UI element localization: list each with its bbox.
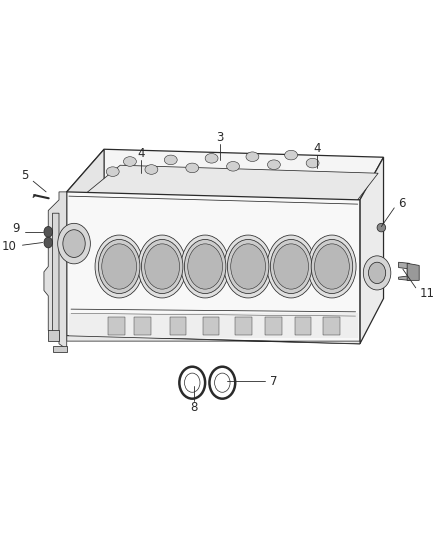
- Polygon shape: [69, 313, 358, 338]
- Ellipse shape: [145, 165, 158, 174]
- Polygon shape: [83, 165, 378, 204]
- Ellipse shape: [205, 154, 218, 163]
- Polygon shape: [44, 192, 67, 349]
- Text: 7: 7: [271, 375, 278, 387]
- Text: 8: 8: [191, 401, 198, 414]
- Circle shape: [58, 223, 90, 264]
- Polygon shape: [235, 317, 251, 335]
- Ellipse shape: [306, 158, 319, 168]
- Circle shape: [44, 227, 53, 237]
- Polygon shape: [399, 262, 410, 280]
- Polygon shape: [109, 317, 125, 335]
- Ellipse shape: [226, 161, 240, 171]
- Polygon shape: [170, 317, 186, 335]
- Ellipse shape: [267, 235, 315, 298]
- Circle shape: [63, 230, 85, 257]
- Circle shape: [368, 262, 386, 284]
- Ellipse shape: [377, 223, 386, 232]
- Ellipse shape: [106, 167, 119, 176]
- Ellipse shape: [270, 239, 312, 294]
- Ellipse shape: [246, 152, 259, 161]
- Ellipse shape: [184, 239, 226, 294]
- Ellipse shape: [231, 244, 265, 289]
- Circle shape: [364, 256, 391, 290]
- Ellipse shape: [95, 235, 143, 298]
- Text: 6: 6: [398, 197, 405, 210]
- Ellipse shape: [145, 244, 180, 289]
- Circle shape: [184, 373, 200, 392]
- Ellipse shape: [138, 235, 186, 298]
- Polygon shape: [407, 263, 419, 280]
- Ellipse shape: [311, 239, 353, 294]
- Polygon shape: [203, 317, 219, 335]
- Ellipse shape: [268, 160, 280, 169]
- Ellipse shape: [314, 244, 350, 289]
- Ellipse shape: [188, 244, 223, 289]
- Polygon shape: [53, 346, 67, 352]
- Polygon shape: [323, 317, 340, 335]
- Polygon shape: [48, 330, 59, 341]
- Text: 10: 10: [2, 240, 17, 253]
- Text: 4: 4: [137, 147, 145, 160]
- Polygon shape: [294, 317, 311, 335]
- Ellipse shape: [102, 244, 137, 289]
- Ellipse shape: [308, 235, 356, 298]
- Circle shape: [44, 237, 53, 248]
- Ellipse shape: [274, 244, 308, 289]
- Polygon shape: [360, 157, 384, 344]
- Ellipse shape: [124, 157, 136, 166]
- Ellipse shape: [224, 235, 272, 298]
- Polygon shape: [67, 336, 360, 344]
- Ellipse shape: [164, 155, 177, 165]
- Circle shape: [215, 373, 230, 392]
- Text: 5: 5: [21, 169, 28, 182]
- Ellipse shape: [285, 150, 297, 160]
- Polygon shape: [134, 317, 151, 335]
- Text: 11: 11: [419, 287, 434, 300]
- Polygon shape: [53, 213, 59, 336]
- Ellipse shape: [141, 239, 183, 294]
- Text: 3: 3: [216, 131, 224, 144]
- Polygon shape: [67, 149, 384, 200]
- Polygon shape: [67, 149, 104, 336]
- Ellipse shape: [227, 239, 269, 294]
- Ellipse shape: [186, 163, 199, 173]
- Ellipse shape: [99, 239, 140, 294]
- Polygon shape: [265, 317, 282, 335]
- Text: 9: 9: [12, 222, 19, 235]
- Ellipse shape: [181, 235, 229, 298]
- Text: 4: 4: [313, 142, 321, 155]
- Polygon shape: [67, 192, 360, 344]
